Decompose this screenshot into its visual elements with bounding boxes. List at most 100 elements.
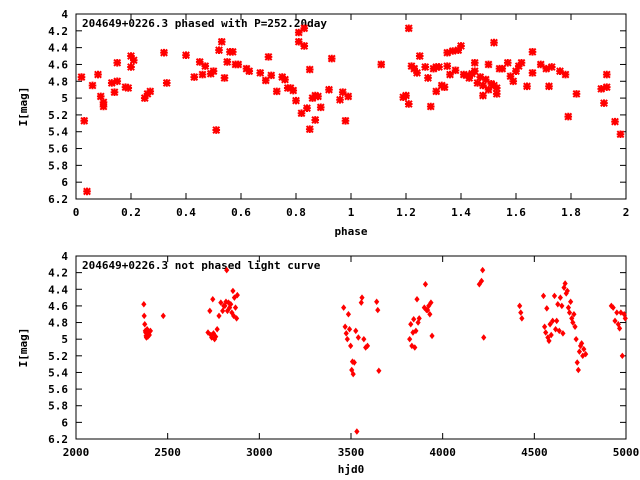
unphased-data-point <box>207 307 213 315</box>
unphased-data-point <box>414 296 420 303</box>
unphased-data-point <box>543 329 549 336</box>
unphased-data-point <box>429 332 435 340</box>
phased-data-point <box>443 48 452 57</box>
unphased-data-point <box>622 315 628 322</box>
unphased-data-point <box>542 323 548 330</box>
phased-data-point <box>446 70 454 79</box>
unphased-data-point <box>160 312 166 320</box>
unphased-data-point <box>141 312 147 320</box>
unphased-y-tick-label: 5.2 <box>48 350 68 363</box>
unphased-data-point <box>341 304 347 311</box>
phased-x-tick-label: 2 <box>623 206 630 219</box>
unphased-data-point <box>428 299 434 306</box>
phased-data-point <box>377 60 386 69</box>
phased-data-point <box>470 58 479 67</box>
phased-data-point <box>223 58 232 66</box>
phased-x-tick-label: 1.6 <box>506 206 526 219</box>
phased-data-point <box>182 51 190 60</box>
phased-data-point <box>303 104 311 113</box>
unphased-data-point <box>234 291 240 299</box>
phased-data-point <box>561 70 570 79</box>
unphased-data-point <box>566 309 573 316</box>
unphased-data-point <box>547 320 553 328</box>
phased-light-curve-panel: 0 0.2 0.4 0.6 0.8 1 1.2 1.4 1.6 1.8 2 4 4.2 4.4 4.6 4.8… <box>17 8 629 238</box>
phased-data-point <box>162 79 171 87</box>
unphased-data-point <box>142 320 148 328</box>
phased-data-point <box>195 58 204 66</box>
unphased-x-tick-label: 3000 <box>246 446 273 459</box>
phased-data-point <box>325 85 333 94</box>
unphased-data-point <box>412 344 418 351</box>
unphased-data-point <box>416 315 422 322</box>
phased-y-tick-label: 4.8 <box>48 75 68 88</box>
unphased-data-point <box>147 327 154 335</box>
phased-data-point <box>435 63 443 71</box>
phased-x-tick-label: 0.8 <box>286 206 306 219</box>
phased-data-point <box>198 70 207 79</box>
unphased-x-tick-label: 4500 <box>521 446 548 459</box>
unphased-y-axis-label: I[mag] <box>17 328 30 368</box>
phased-data-point <box>481 75 490 84</box>
unphased-data-point <box>568 298 574 305</box>
unphased-data-point <box>409 342 415 350</box>
phased-data-point <box>110 88 119 97</box>
unphased-data-point <box>218 299 224 306</box>
phased-data-point <box>234 60 243 69</box>
phased-data-point <box>415 52 424 60</box>
phased-data-point <box>528 68 537 77</box>
unphased-data-point <box>232 304 239 311</box>
unphased-y-tick-label: 4.2 <box>48 267 68 280</box>
unphased-data-point <box>553 325 559 333</box>
phased-data-point <box>140 94 149 102</box>
phased-data-point <box>344 92 353 101</box>
phased-data-point <box>228 47 237 56</box>
phased-x-tick-label: 1 <box>348 206 355 219</box>
unphased-x-tick-label: 2500 <box>154 446 181 459</box>
phased-data-point <box>410 64 419 73</box>
phased-data-point <box>311 116 320 124</box>
unphased-data-point <box>214 325 220 333</box>
unphased-data-point <box>572 323 578 330</box>
phased-data-point <box>597 84 606 93</box>
phased-data-point <box>492 89 501 98</box>
unphased-data-point <box>519 315 525 322</box>
unphased-data-point <box>359 294 365 301</box>
unphased-data-point <box>220 307 226 315</box>
unphased-data-point <box>575 366 581 374</box>
phased-data-point <box>146 87 155 96</box>
phased-data-point <box>113 77 122 86</box>
unphased-data-point <box>224 266 230 274</box>
unphased-data-point <box>210 330 217 337</box>
phased-data-point <box>492 84 501 92</box>
phased-data-point <box>281 75 289 84</box>
unphased-x-axis-label: hjd0 <box>338 463 365 476</box>
unphased-data-point <box>415 319 421 326</box>
phased-data-point <box>305 125 314 134</box>
unphased-data-point <box>612 317 618 325</box>
phased-y-tick-label: 6.2 <box>48 193 68 206</box>
phased-data-point <box>484 60 493 69</box>
phased-data-point <box>545 82 553 91</box>
phased-data-point <box>77 73 86 81</box>
phased-x-tick-label: 1.2 <box>396 206 416 219</box>
phased-data-point <box>327 54 336 63</box>
unphased-data-point <box>343 330 349 337</box>
unphased-data-point <box>422 281 429 288</box>
unphased-data-point <box>554 317 560 325</box>
phased-data-point <box>289 86 298 95</box>
unphased-data-point <box>562 280 568 287</box>
unphased-data-point <box>573 335 579 343</box>
phased-data-point <box>528 47 537 56</box>
unphased-data-point <box>548 331 554 339</box>
unphased-y-tick-label: 4.6 <box>48 300 68 313</box>
unphased-data-point <box>481 334 487 341</box>
phased-data-point <box>424 74 432 82</box>
phased-data-point <box>479 81 487 90</box>
unphased-data-point <box>618 309 624 316</box>
phased-x-tick-label: 0.2 <box>121 206 141 219</box>
phased-data-point <box>338 88 347 97</box>
unphased-data-point <box>354 428 360 435</box>
unphased-light-curve-panel: 2000 2500 3000 3500 4000 4500 5000 4 4.2 4.4 4.6 4.… <box>17 250 639 476</box>
unphased-data-point <box>228 301 234 308</box>
